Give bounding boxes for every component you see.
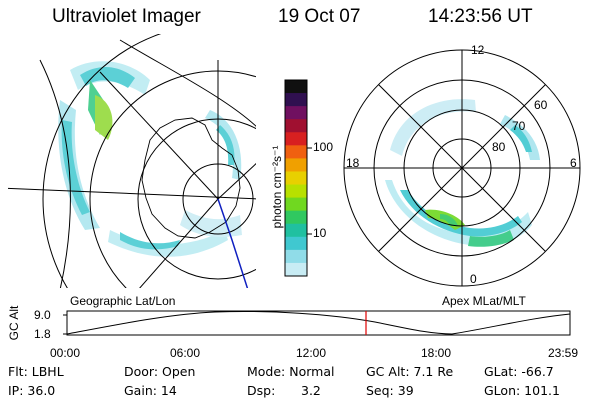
colorbar-unit-label: photon cm⁻²s⁻¹ (270, 145, 284, 229)
aurora-emission-right (385, 99, 540, 247)
x-tick-1200: 12:00 (296, 346, 327, 360)
colorbar-segment (285, 119, 307, 133)
aurora-emission-left (58, 61, 242, 257)
x-tick-1800: 18:00 (421, 346, 452, 360)
colorbar-segment (285, 249, 307, 264)
colorbar-segment (285, 184, 307, 199)
colorbar-segment (285, 132, 307, 146)
instrument-title: Ultraviolet Imager (52, 6, 201, 27)
colorbar-segment (285, 197, 307, 212)
colorbar-segment (285, 145, 307, 159)
colorbar-segment (285, 93, 307, 107)
mlt-label-18: 18 (346, 156, 360, 170)
y-tick-9: 9.0 (34, 308, 51, 322)
mlt-label-0: 0 (470, 272, 477, 286)
info-mode: Mode: Normal (247, 364, 335, 379)
colorbar (285, 80, 307, 277)
info-dsp-label: Dsp: (247, 383, 276, 398)
info-gain: Gain: 14 (124, 383, 177, 398)
apex-polar-map (343, 49, 581, 287)
info-dsp-value: 3.2 (301, 383, 321, 398)
altitude-timeline (63, 310, 571, 336)
info-gc-alt: GC Alt: 7.1 Re (366, 364, 454, 379)
info-glat: GLat: -66.7 (484, 364, 554, 379)
time-label: 14:23:56 UT (428, 6, 533, 27)
timeline-axis-label: GC Alt (7, 305, 21, 341)
altitude-curve (66, 310, 571, 335)
colorbar-segment (285, 171, 307, 186)
lat-lon-grid (8, 34, 256, 288)
colorbar-segment (285, 80, 307, 94)
geographic-map (8, 34, 256, 288)
left-map-caption: Geographic Lat/Lon (70, 294, 176, 308)
info-glon: GLon: 101.1 (484, 383, 560, 398)
lat-label-60: 60 (534, 98, 548, 112)
info-door: Door: Open (124, 364, 196, 379)
lat-label-70: 70 (512, 119, 526, 133)
colorbar-segment (285, 106, 307, 120)
right-map-caption: Apex MLat/MLT (442, 294, 526, 308)
colorbar-segment (285, 262, 307, 277)
info-seq: Seq: 39 (366, 383, 414, 398)
coastline (141, 117, 241, 239)
ground-track (217, 198, 249, 288)
colorbar-tick-100: 100 (313, 140, 334, 154)
x-tick-2359: 23:59 (548, 346, 579, 360)
y-tick-1-8: 1.8 (34, 327, 51, 341)
date-label: 19 Oct 07 (278, 6, 361, 27)
colorbar-frame (284, 79, 308, 277)
x-tick-0000: 00:00 (50, 346, 81, 360)
x-tick-0600: 06:00 (170, 346, 201, 360)
colorbar-segment (285, 223, 307, 238)
mlt-label-12: 12 (471, 43, 485, 57)
lat-label-80: 80 (492, 140, 506, 154)
colorbar-segment (285, 158, 307, 172)
info-flt: Flt: LBHL (8, 364, 64, 379)
info-ip: IP: 36.0 (8, 383, 56, 398)
colorbar-segment (285, 236, 307, 251)
colorbar-tick-10: 10 (313, 226, 327, 240)
colorbar-segment (285, 210, 307, 225)
mlt-label-6: 6 (570, 156, 577, 170)
